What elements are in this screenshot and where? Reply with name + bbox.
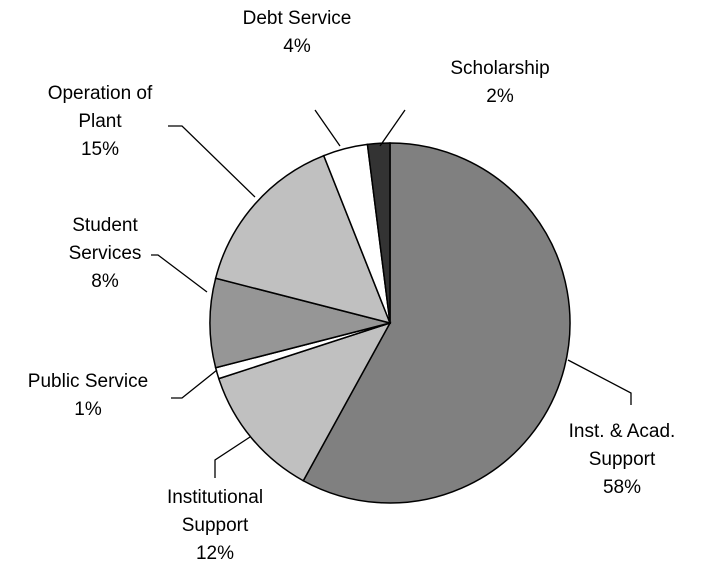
leader-line — [214, 436, 251, 478]
slice-percent-label: 2% — [486, 86, 514, 107]
pie-slice — [217, 321, 392, 482]
slice-percent-label: 15% — [81, 139, 119, 160]
leader-line — [379, 109, 406, 147]
slice-name-label: Support — [589, 449, 656, 470]
slice-percent-label: 12% — [196, 543, 234, 564]
slice-percent-label: 8% — [91, 271, 119, 292]
leader-line — [168, 125, 256, 198]
pie-slice — [214, 154, 392, 325]
leader-line — [151, 254, 208, 293]
pie-slice — [302, 142, 571, 504]
pie-slice — [366, 142, 391, 324]
slice-percent-label: 4% — [283, 36, 311, 57]
slice-name-label: Public Service — [28, 371, 148, 392]
slice-name-label: Operation of — [48, 83, 153, 104]
leader-lines — [151, 109, 632, 478]
slice-name-label: Student — [72, 215, 138, 236]
leader-line — [314, 109, 341, 147]
slice-name-label: Services — [69, 243, 142, 264]
slice-name-label: Plant — [78, 111, 122, 132]
pie-slices — [209, 142, 571, 504]
pie-slice — [209, 277, 391, 369]
slice-name-label: Institutional — [167, 487, 263, 508]
slice-name-label: Inst. & Acad. — [569, 421, 676, 442]
slice-name-label: Debt Service — [243, 8, 352, 29]
slice-name-label: Scholarship — [450, 58, 549, 79]
leader-line — [171, 369, 218, 399]
slice-percent-label: 58% — [603, 477, 641, 498]
slice-name-label: Support — [182, 515, 249, 536]
leader-line — [567, 359, 632, 405]
slice-percent-label: 1% — [74, 399, 102, 420]
slice-labels: Inst. & Acad. Support 58% Institutional Supp… — [28, 8, 676, 564]
